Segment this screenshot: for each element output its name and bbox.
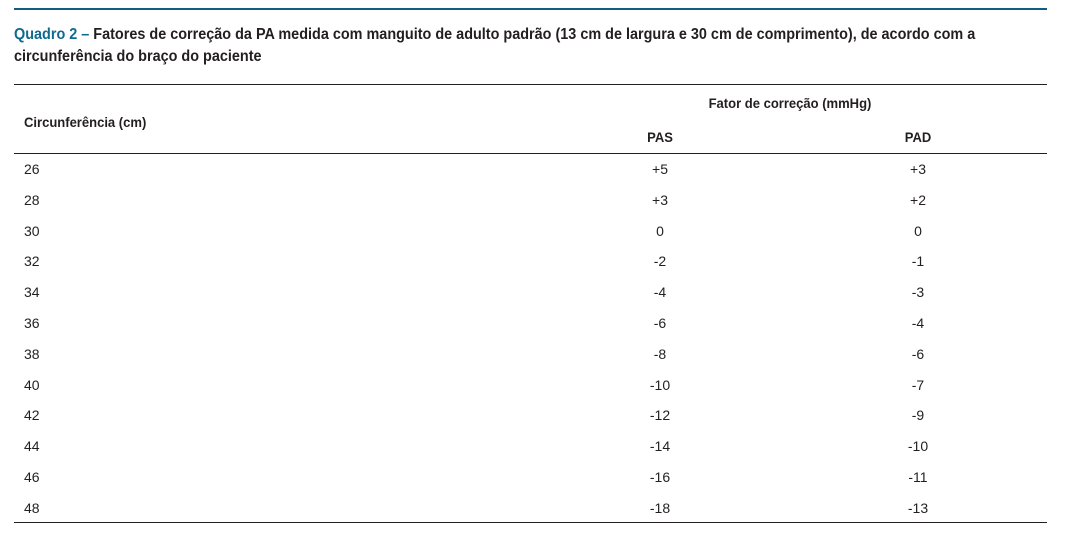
cell-pad: -4 [911, 314, 925, 331]
table-row: 38 -8 -6 [0, 345, 1067, 376]
cell-pas: -8 [653, 345, 667, 362]
table-row: 26 +5 +3 [0, 160, 1067, 191]
cell-circumference: 28 [24, 191, 40, 208]
table-row: 28 +3 +2 [0, 191, 1067, 222]
cell-pas: -2 [653, 253, 667, 270]
header-pas: PAS [647, 129, 673, 145]
header-correction-factor: Fator de correção (mmHg) [708, 95, 872, 111]
cell-pad: -6 [911, 345, 925, 362]
cell-pas: -4 [653, 284, 667, 301]
cell-pad: -11 [908, 468, 928, 485]
cell-pad: 0 [914, 222, 922, 239]
cell-pas: -12 [649, 407, 671, 424]
header-circumference: Circunferência (cm) [24, 114, 147, 130]
caption-text: Fatores de correção da PA medida com man… [14, 26, 976, 65]
caption-top-rule [14, 8, 1047, 10]
cell-pas: -18 [649, 499, 671, 516]
cell-circumference: 32 [24, 253, 40, 270]
table-row: 46 -16 -11 [0, 468, 1067, 499]
table-bottom-rule [14, 522, 1047, 523]
cell-pad: -3 [911, 284, 925, 301]
table-row: 36 -6 -4 [0, 314, 1067, 345]
cell-pas: -6 [653, 314, 667, 331]
cell-circumference: 30 [24, 222, 40, 239]
cell-circumference: 46 [24, 468, 40, 485]
cell-circumference: 36 [24, 314, 40, 331]
table-row: 32 -2 -1 [0, 252, 1067, 283]
header-pad: PAD [904, 129, 932, 145]
cell-circumference: 42 [24, 407, 40, 424]
table-body: 26 +5 +3 28 +3 +2 30 0 0 32 -2 -1 34 -4 -3 36 -6 -4 … [0, 160, 1067, 530]
cell-pad: +3 [910, 161, 926, 177]
cell-pad: -10 [907, 438, 929, 455]
cell-circumference: 40 [24, 376, 40, 393]
cell-pas: -10 [649, 376, 671, 393]
cell-circumference: 44 [24, 438, 40, 455]
table-row: 30 0 0 [0, 222, 1067, 253]
table-row: 34 -4 -3 [0, 283, 1067, 314]
cell-pas: +3 [652, 191, 668, 208]
cell-pas: -14 [649, 438, 671, 455]
cell-pad: -7 [911, 376, 925, 393]
table-top-rule [14, 84, 1047, 85]
cell-circumference: 26 [24, 161, 40, 177]
table-caption: Quadro 2 – Fatores de correção da PA med… [14, 24, 981, 68]
header-bottom-rule [14, 153, 1047, 154]
caption-label: Quadro 2 – [14, 26, 90, 43]
cell-pas: -16 [649, 468, 671, 485]
cell-pad: -9 [911, 407, 925, 424]
cell-pas: 0 [656, 222, 664, 239]
cell-pad: -13 [907, 499, 929, 516]
table-row: 44 -14 -10 [0, 437, 1067, 468]
table-row: 40 -10 -7 [0, 376, 1067, 407]
cell-circumference: 34 [24, 284, 40, 301]
cell-pas: +5 [652, 161, 668, 177]
cell-pad: -1 [911, 253, 925, 270]
table-row: 42 -12 -9 [0, 406, 1067, 437]
cell-circumference: 38 [24, 345, 40, 362]
table-row: 48 -18 -13 [0, 499, 1067, 530]
cell-circumference: 48 [24, 499, 40, 516]
cell-pad: +2 [910, 191, 926, 208]
